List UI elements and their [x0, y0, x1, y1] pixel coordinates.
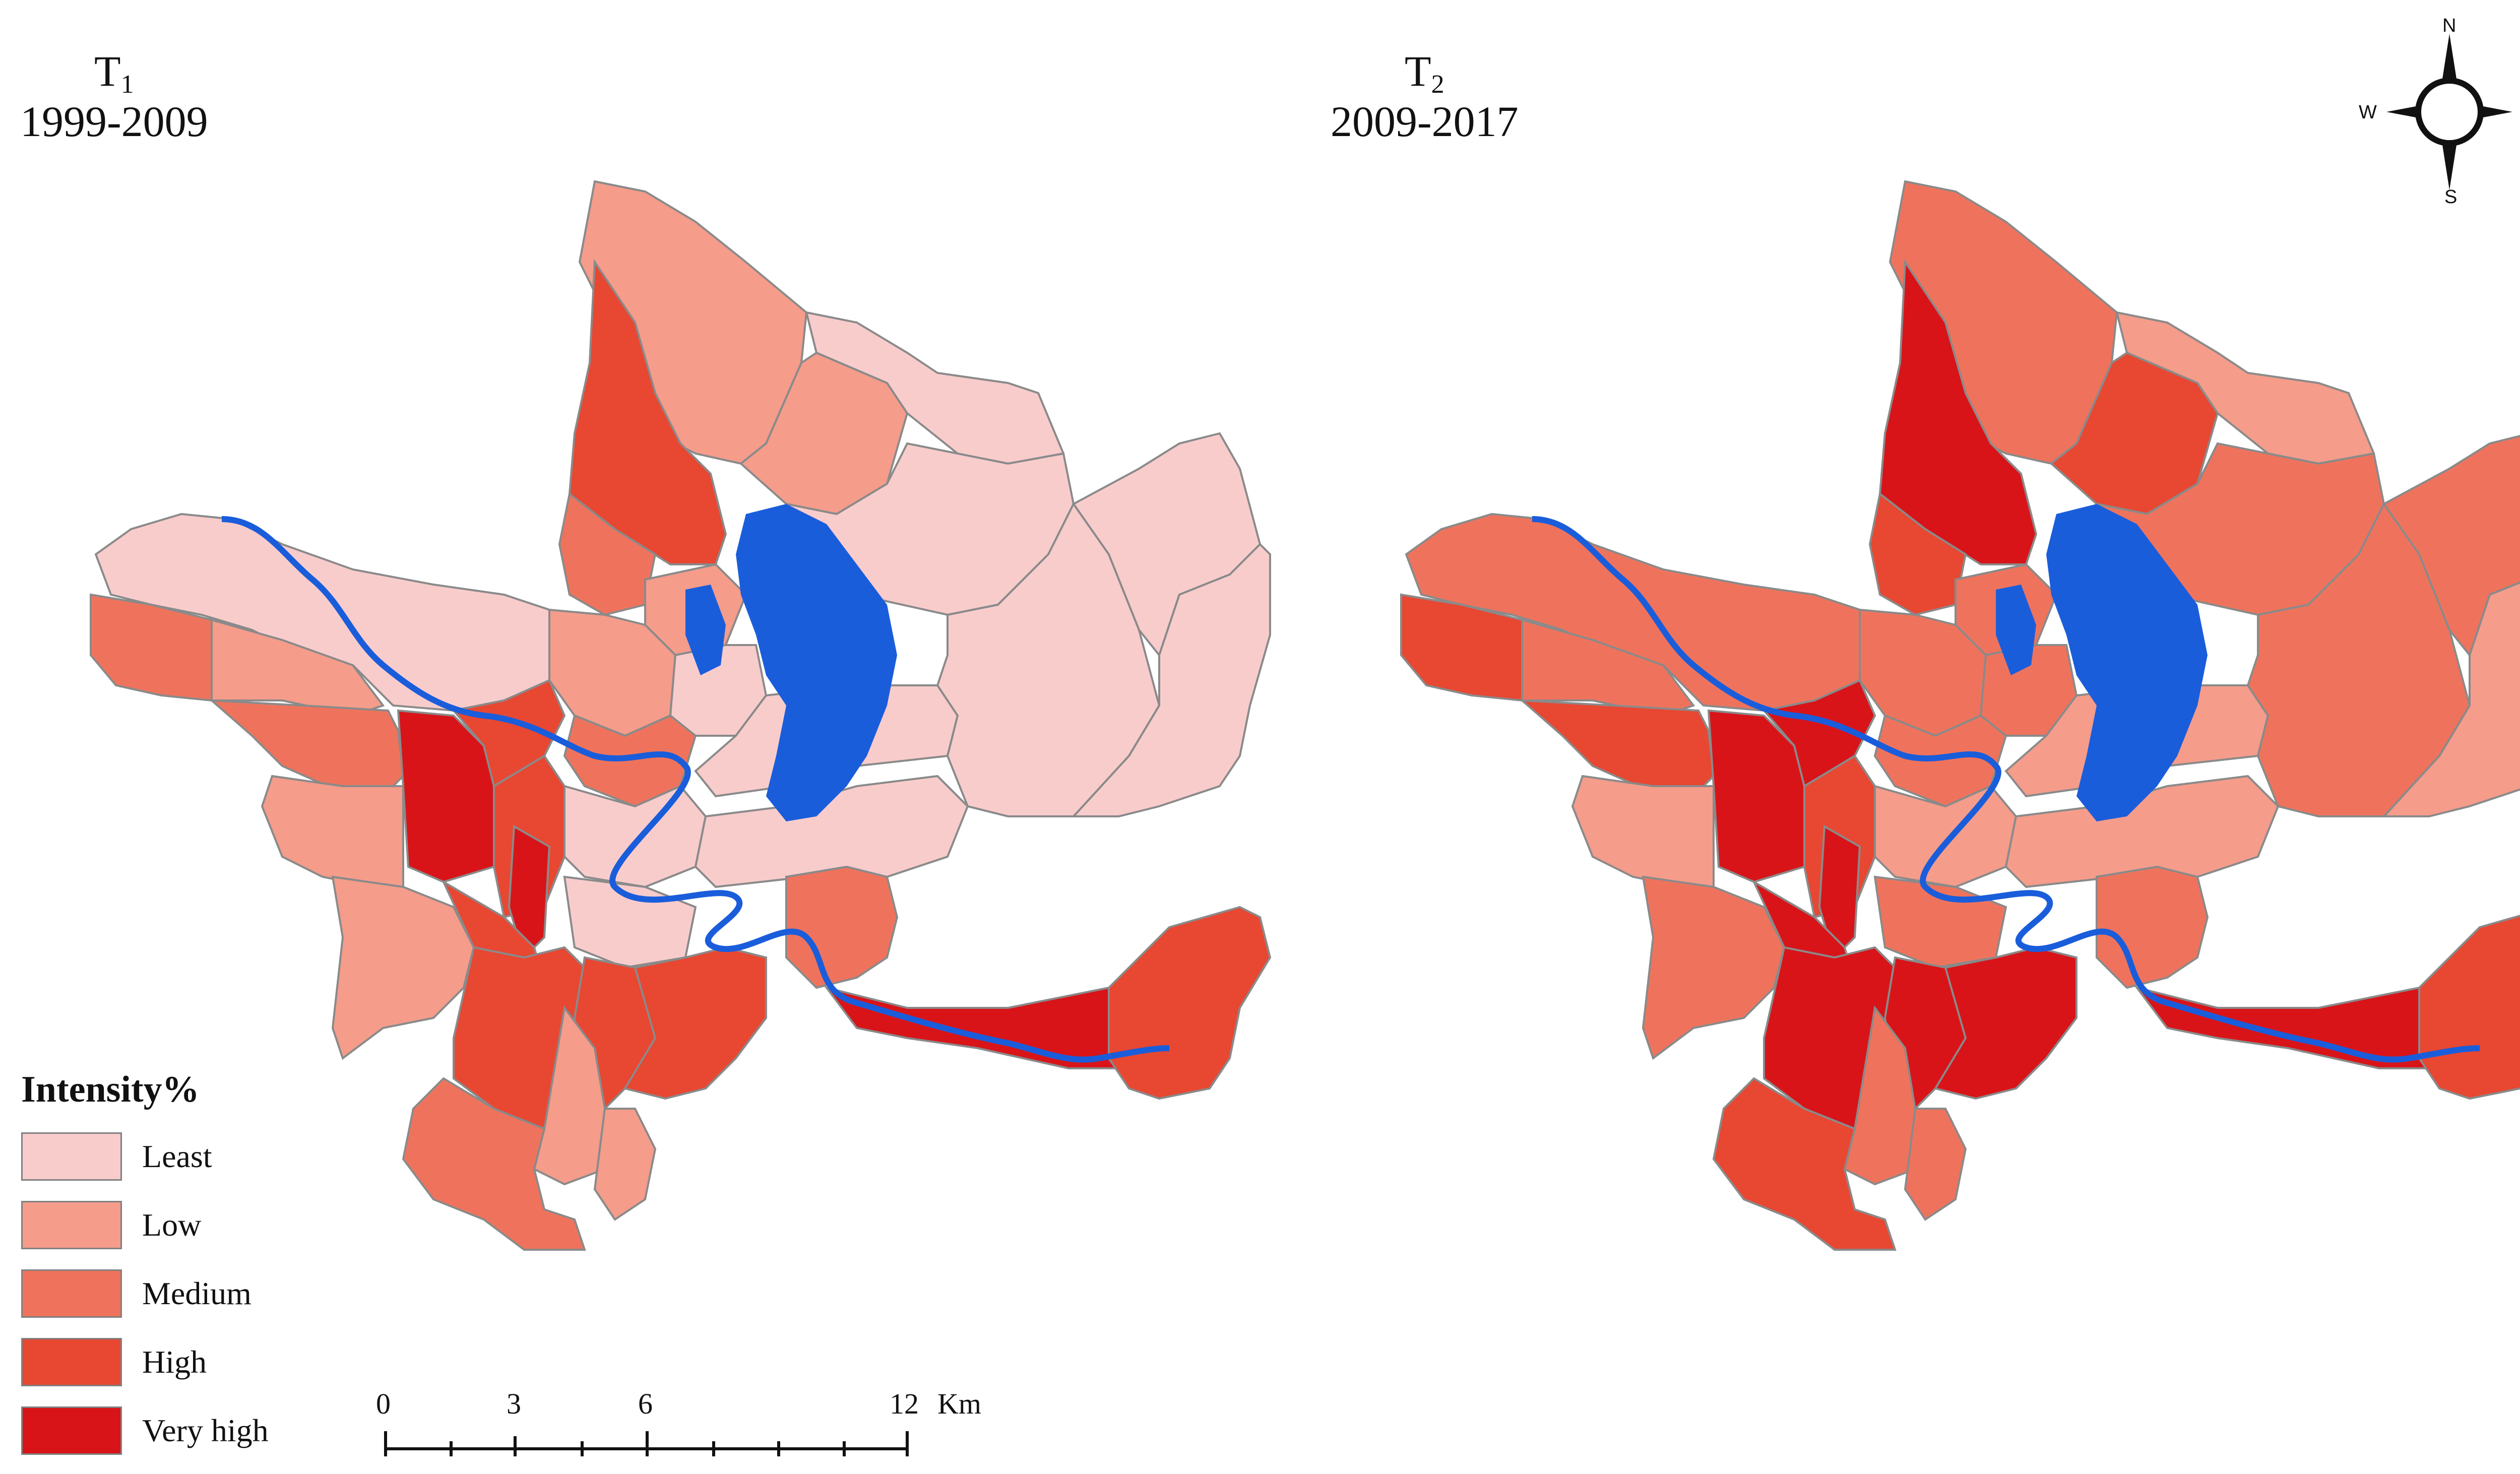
district-region — [1108, 906, 1272, 1100]
scale-label-0: 0 — [376, 1387, 391, 1420]
scale-unit: Km — [937, 1387, 981, 1420]
map-title-t2: T2 2009-2017 — [1331, 48, 1519, 144]
district-region — [261, 775, 404, 888]
map-t2 — [1400, 180, 2520, 1251]
river-line — [221, 516, 1170, 1063]
legend-item-very-high: Very high — [21, 1396, 269, 1465]
title-subscript: 1 — [120, 70, 134, 99]
district-region — [2381, 581, 2520, 817]
legend-swatch — [21, 1269, 122, 1318]
map-title-t1: T1 1999-2009 — [20, 48, 208, 144]
legend-item-high: High — [21, 1328, 269, 1396]
title-period: 1999-2009 — [20, 97, 208, 146]
district-region — [563, 875, 697, 969]
lake-water — [1996, 585, 2036, 675]
district-region — [558, 492, 657, 616]
district-region — [623, 946, 767, 1100]
compass-south: S — [2444, 186, 2458, 208]
legend-swatch — [21, 1338, 122, 1386]
district-region — [2418, 915, 2520, 1100]
compass-west: W — [2359, 102, 2377, 123]
district-region — [1712, 1077, 1897, 1251]
legend-title: Intensity% — [21, 1069, 200, 1110]
legend-label: Low — [142, 1207, 202, 1243]
compass-north: N — [2442, 15, 2456, 36]
legend: Intensity% Least Low Medium High Very hi… — [21, 1068, 269, 1465]
district-region — [1071, 543, 1271, 817]
map-t1 — [90, 180, 1272, 1251]
district-region — [1571, 775, 1715, 888]
district-region — [2382, 434, 2520, 658]
legend-item-medium: Medium — [21, 1259, 269, 1328]
legend-label: High — [142, 1344, 207, 1380]
district-region — [1904, 1108, 1967, 1221]
legend-label: Very high — [142, 1413, 269, 1448]
legend-swatch — [21, 1201, 122, 1249]
district-region — [593, 1108, 657, 1221]
scale-label-12: 12 — [890, 1387, 919, 1420]
district-region — [1642, 875, 1786, 1060]
legend-item-low: Low — [21, 1191, 269, 1259]
title-symbol: T — [1405, 47, 1431, 95]
district-region — [1933, 946, 2077, 1100]
title-subscript: 2 — [1431, 70, 1444, 99]
title-period: 2009-2017 — [1331, 97, 1519, 146]
legend-item-least: Least — [21, 1122, 269, 1191]
river-line — [1532, 516, 2480, 1063]
title-symbol: T — [94, 47, 121, 95]
district-region — [1868, 492, 1967, 616]
scale-bar — [384, 1431, 909, 1456]
district-region — [2096, 865, 2209, 989]
scale-label-3: 3 — [507, 1387, 521, 1420]
district-region — [402, 1077, 586, 1251]
district-region — [785, 865, 899, 989]
compass-rose-icon — [2386, 34, 2512, 190]
lake-water — [2046, 504, 2208, 821]
legend-swatch — [21, 1406, 122, 1455]
scale-label-6: 6 — [638, 1387, 653, 1420]
district-region — [1873, 875, 2007, 969]
lake-water — [685, 585, 726, 675]
legend-label: Least — [142, 1138, 212, 1174]
district-region — [331, 875, 475, 1060]
lake-water — [736, 504, 897, 821]
legend-swatch — [21, 1132, 122, 1181]
legend-label: Medium — [142, 1275, 251, 1311]
